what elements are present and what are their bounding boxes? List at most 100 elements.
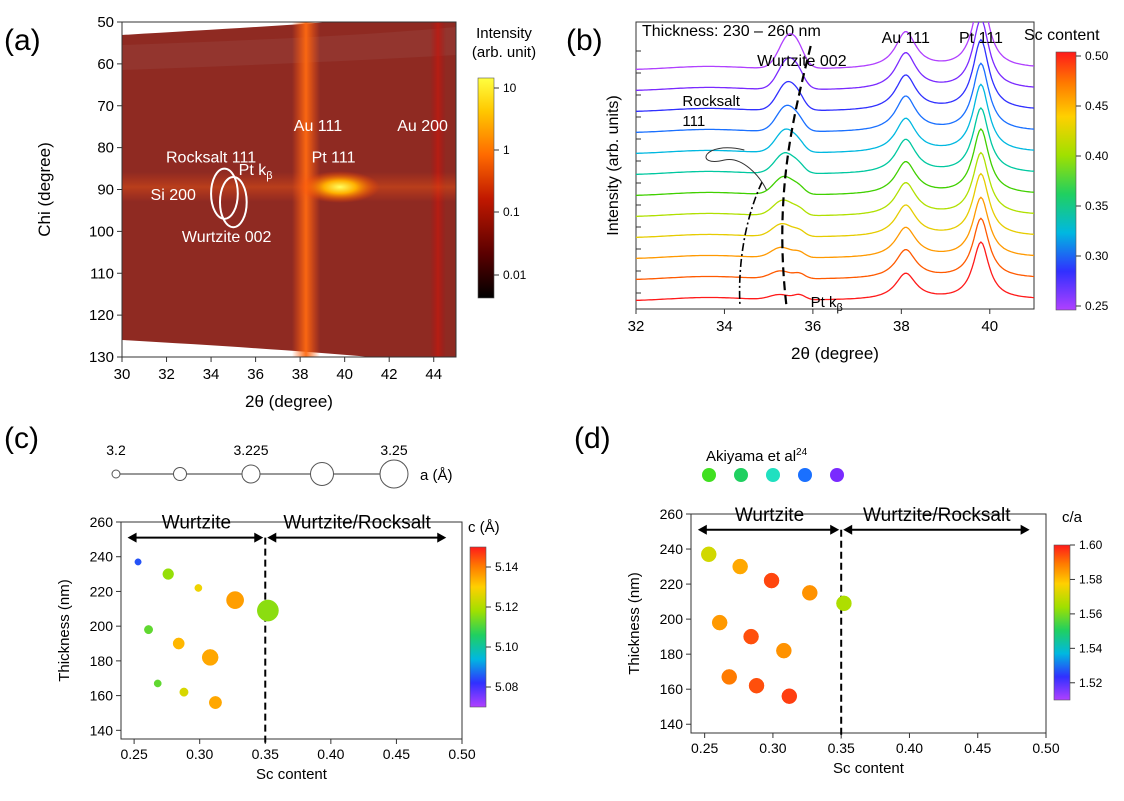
c-point — [153, 679, 162, 688]
d-cb-tick-label: 1.56 — [1079, 607, 1103, 621]
d-reference-dot — [702, 468, 716, 482]
pt-111-hstreak — [122, 172, 456, 202]
c-point — [144, 625, 153, 635]
panel-a: (a) 30 32 34 36 38 40 42 4450607080901001101201… — [4, 14, 536, 411]
d-point — [743, 628, 759, 645]
c-cb-tick-label: 5.10 — [495, 640, 519, 654]
c-wurtzite-arrow-head-right — [254, 532, 264, 543]
a-cb-tick-label: 10 — [503, 81, 517, 95]
c-xtick-label: 0.40 — [317, 746, 344, 762]
b-series-line — [636, 83, 1034, 154]
d-ytick-label: 220 — [660, 576, 684, 592]
c-size-legend-circle — [241, 464, 261, 484]
a-xtick-label: 42 — [381, 366, 398, 383]
c-mixed-arrow-head-right — [437, 532, 447, 543]
a-xtick-label: 34 — [203, 366, 220, 383]
a-ylabel: Chi (degree) — [35, 142, 54, 237]
d-region-wurtzite: Wurtzite — [735, 505, 804, 526]
c-region-mixed: Wurtzite/Rocksalt — [283, 513, 431, 534]
c-size-legend-circle — [111, 469, 121, 479]
d-xtick-label: 0.40 — [896, 740, 923, 756]
b-annotation: Rocksalt — [682, 93, 740, 110]
d-cb-tick-label: 1.60 — [1079, 538, 1103, 552]
b-xtick-label: 38 — [893, 318, 910, 335]
d-reference-dot — [798, 468, 812, 482]
a-cb-tick-label: 1 — [503, 143, 510, 157]
b-annotation: Wurtzite 002 — [757, 53, 847, 70]
c-region-wurtzite: Wurtzite — [162, 513, 231, 534]
b-series-line — [636, 196, 1034, 260]
a-ytick-label: 70 — [97, 98, 114, 115]
panel-b-label: (b) — [566, 24, 603, 57]
panel-c-plot: 0.25 0.30 0.35 0.40 0.45 0.50 140 160 180 200 220 2… — [56, 513, 476, 783]
panel-a-label: (a) — [4, 24, 41, 57]
d-cb-tick-label: 1.58 — [1079, 572, 1103, 586]
b-xtick-label: 32 — [628, 318, 645, 335]
panel-d-label: (d) — [574, 422, 611, 455]
a-annotation: Pt 111 — [312, 149, 356, 166]
a-annotation: Si 200 — [151, 187, 196, 204]
d-cb-tick-label: 1.54 — [1079, 641, 1103, 655]
c-ytick-label: 140 — [90, 722, 114, 738]
c-xtick-label: 0.25 — [120, 746, 147, 762]
d-point — [776, 642, 792, 659]
a-ytick-label: 80 — [97, 140, 114, 157]
d-xtick-label: 0.45 — [964, 740, 991, 756]
b-rocksalt-guide — [738, 181, 763, 306]
d-point — [748, 677, 765, 694]
b-series-line — [636, 22, 1034, 70]
a-xtick-label: 30 — [114, 366, 131, 383]
panel-d-plot: 0.25 0.30 0.35 0.40 0.45 0.50 140 160 180 200 220 2… — [626, 505, 1060, 777]
a-xlabel: 2θ (degree) — [245, 392, 333, 411]
b-xtick-label: 40 — [981, 318, 998, 335]
c-ytick-label: 200 — [90, 618, 114, 634]
d-point — [721, 669, 737, 685]
d-reference-dot — [830, 468, 844, 482]
b-colorbar-title: Sc content — [1024, 27, 1100, 44]
d-xtick-label: 0.50 — [1032, 740, 1059, 756]
c-size-legend-circle — [379, 459, 409, 489]
pt-111-spot — [300, 171, 380, 203]
c-cb-tick-label: 5.12 — [495, 600, 519, 614]
d-reference-dot — [734, 468, 748, 482]
d-point — [802, 585, 818, 601]
a-annotation: Rocksalt 111 — [166, 149, 256, 166]
c-mixed-arrow-head-left — [267, 532, 277, 543]
b-series-line — [636, 151, 1034, 218]
c-xtick-label: 0.50 — [448, 746, 475, 762]
d-point — [763, 572, 780, 589]
d-reference-label: Akiyama et al24 — [706, 447, 808, 465]
c-wurtzite-arrow-head-left — [127, 532, 137, 543]
d-point — [781, 688, 798, 704]
c-point — [172, 637, 185, 650]
panel-b-annotations: Wurtzite 002 Au 111 Pt 111 Rocksalt 111 Pt kβ — [682, 30, 1003, 314]
a-xtick-label: 40 — [336, 366, 353, 383]
panel-b: (b) Thickness: 230 – 260 nm 32 34 36 38 40 2θ… — [566, 21, 1109, 363]
c-xtick-label: 0.35 — [252, 746, 279, 762]
d-colorbar-title: c/a — [1062, 509, 1083, 526]
a-cb-tick-label: 0.01 — [503, 268, 527, 282]
b-series-line — [636, 241, 1034, 302]
panel-c-label: (c) — [4, 422, 39, 455]
b-cb-tick-label: 0.50 — [1085, 49, 1109, 63]
a-ytick-label: 60 — [97, 56, 114, 73]
c-frame — [120, 521, 463, 740]
c-ytick-label: 220 — [90, 583, 114, 599]
d-reference: Akiyama et al24 — [702, 447, 844, 482]
c-point — [201, 649, 219, 666]
c-ytick-label: 240 — [90, 549, 114, 565]
b-annotation: 111 — [682, 113, 705, 130]
panel-a-axes: 30 32 34 36 38 40 42 44 50 60 70 80 90 100 110 120 130 2θ… — [35, 14, 442, 411]
a-colorbar-title-1: Intensity — [476, 25, 532, 42]
c-point — [179, 687, 189, 697]
d-xlabel: Sc content — [833, 760, 905, 777]
b-ylabel: Intensity (arb. units) — [605, 95, 622, 236]
c-size-legend: 3.2 3.225 3.25 a (Å) — [106, 442, 453, 489]
d-point — [711, 614, 728, 631]
c-ytick-label: 260 — [90, 514, 114, 530]
b-series-line — [636, 172, 1034, 239]
c-point — [226, 591, 244, 609]
c-ytick-label: 160 — [90, 688, 114, 704]
b-cb-tick-label: 0.40 — [1085, 149, 1109, 163]
